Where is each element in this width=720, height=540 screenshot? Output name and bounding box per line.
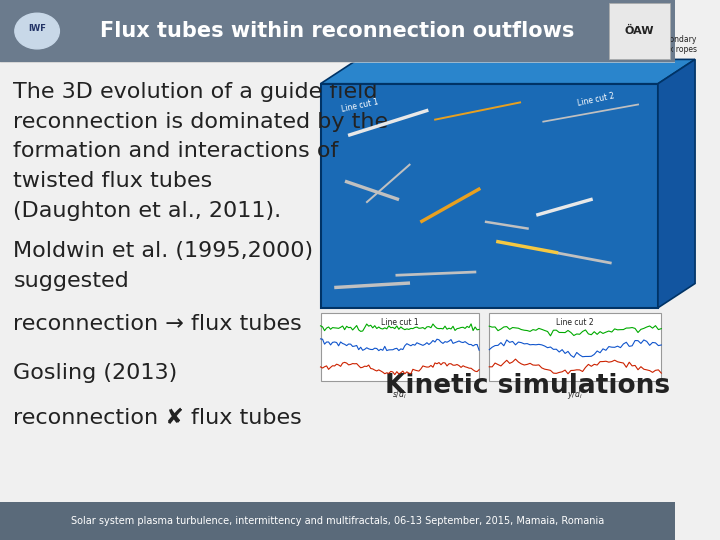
Text: Line cut 2: Line cut 2 <box>577 92 616 109</box>
Text: twisted flux tubes: twisted flux tubes <box>14 171 212 191</box>
Text: ÖAW: ÖAW <box>625 26 654 36</box>
Text: reconnection is dominated by the: reconnection is dominated by the <box>14 111 389 132</box>
Text: Secondary
flux ropes: Secondary flux ropes <box>657 35 697 54</box>
Bar <box>0 0 675 62</box>
Text: Gosling (2013): Gosling (2013) <box>14 362 178 383</box>
Text: suggested: suggested <box>14 271 130 291</box>
FancyBboxPatch shape <box>608 3 670 59</box>
Bar <box>490 313 661 381</box>
Text: Solar system plasma turbulence, intermittency and multifractals, 06-13 September: Solar system plasma turbulence, intermit… <box>71 516 604 526</box>
Polygon shape <box>658 59 695 308</box>
Bar <box>320 313 479 381</box>
Text: Line cut 1: Line cut 1 <box>341 97 379 114</box>
Text: Flux tubes within reconnection outflows: Flux tubes within reconnection outflows <box>100 21 575 41</box>
Text: $y/d_i$: $y/d_i$ <box>567 388 583 401</box>
Text: IWF: IWF <box>28 24 46 33</box>
Text: (Daughton et al., 2011).: (Daughton et al., 2011). <box>14 200 282 221</box>
Text: The 3D evolution of a guide field: The 3D evolution of a guide field <box>14 82 378 102</box>
Text: Moldwin et al. (1995,2000): Moldwin et al. (1995,2000) <box>14 241 314 261</box>
Polygon shape <box>320 59 695 84</box>
Text: $s/d_i$: $s/d_i$ <box>392 388 408 401</box>
Text: Kinetic simulations: Kinetic simulations <box>384 373 670 399</box>
Text: Line cut 1: Line cut 1 <box>381 318 418 327</box>
Bar <box>320 84 658 308</box>
Text: Line cut 2: Line cut 2 <box>557 318 594 327</box>
Text: reconnection → flux tubes: reconnection → flux tubes <box>14 314 302 334</box>
Text: formation and interactions of: formation and interactions of <box>14 141 339 161</box>
Bar <box>0 502 675 540</box>
Circle shape <box>15 13 59 49</box>
Text: reconnection ✘ flux tubes: reconnection ✘ flux tubes <box>14 408 302 429</box>
